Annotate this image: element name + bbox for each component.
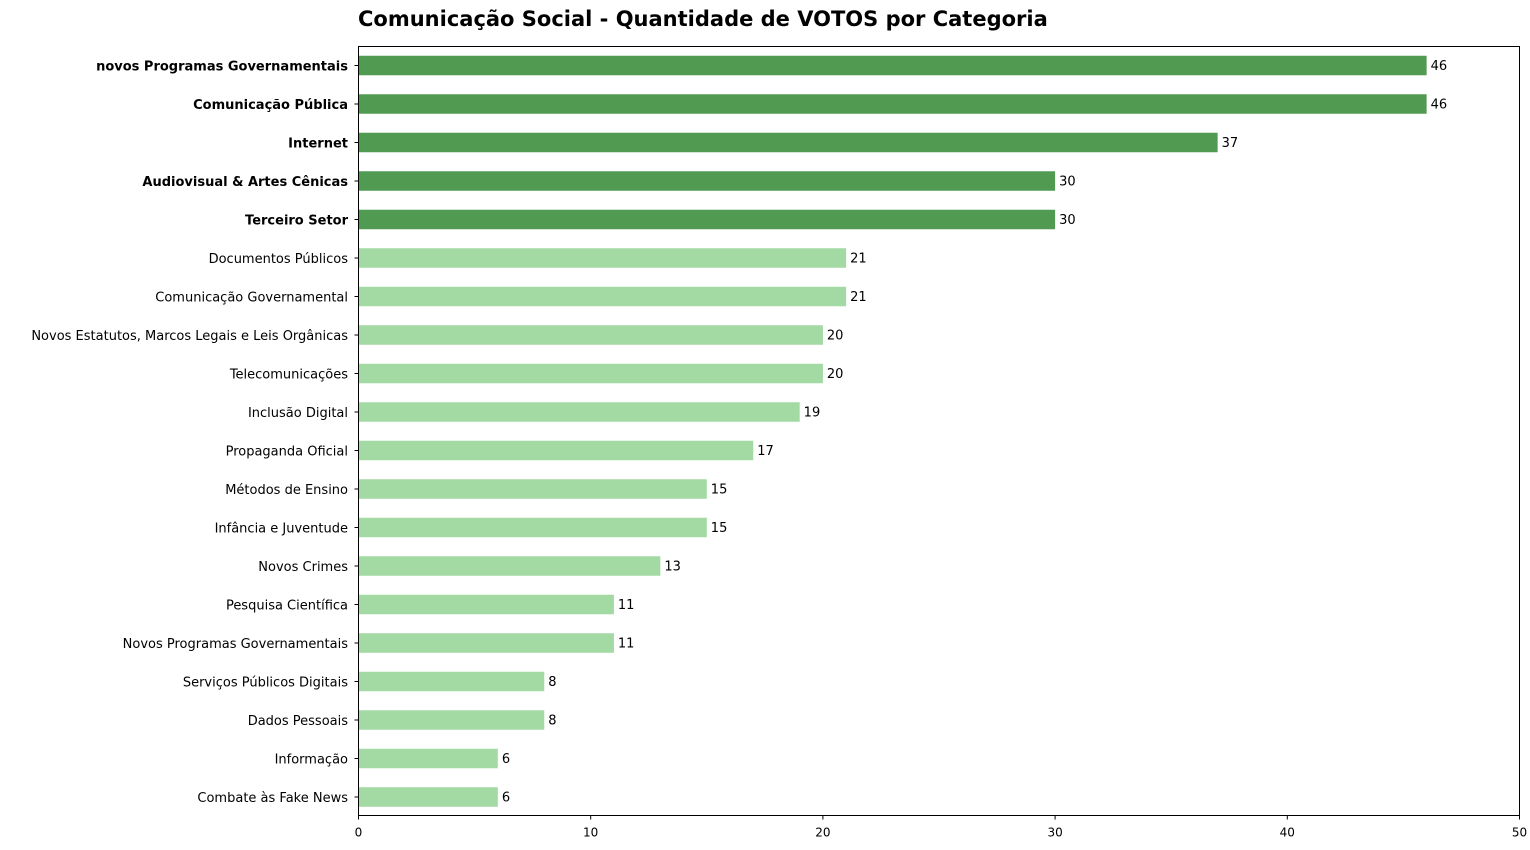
value-label: 46 xyxy=(1431,98,1448,113)
value-label: 37 xyxy=(1222,136,1239,151)
bar xyxy=(358,171,1056,191)
value-label: 20 xyxy=(827,329,844,344)
bar xyxy=(358,787,498,807)
value-label: 15 xyxy=(711,521,728,536)
bar xyxy=(358,55,1427,76)
chart-title: Comunicação Social - Quantidade de VOTOS… xyxy=(358,7,1048,31)
value-label: 30 xyxy=(1059,213,1076,228)
bar xyxy=(358,402,800,422)
value-label: 15 xyxy=(711,483,728,498)
value-label: 17 xyxy=(757,444,774,459)
category-label: Internet xyxy=(288,137,348,152)
value-label: 8 xyxy=(548,675,556,690)
bar xyxy=(358,633,614,653)
category-label: Dados Pessoais xyxy=(248,714,349,729)
bar xyxy=(358,94,1427,114)
value-label: 20 xyxy=(827,367,844,382)
value-label: 46 xyxy=(1431,59,1448,74)
value-label: 13 xyxy=(664,560,681,575)
category-label: Propaganda Oficial xyxy=(226,445,348,460)
x-tick-label: 30 xyxy=(1047,826,1062,840)
x-tick-label: 50 xyxy=(1512,826,1527,840)
value-labels: 46 46 37 30 30 21 21 20 20 19 17 15 15 13 11 11 8 8 6 6 xyxy=(502,59,1447,806)
bar xyxy=(358,363,823,384)
category-label: Pesquisa Científica xyxy=(226,599,348,614)
category-label: Documentos Públicos xyxy=(209,252,349,267)
bar xyxy=(358,209,1056,230)
bars-layer xyxy=(358,55,1427,807)
bar xyxy=(358,440,754,461)
category-label: Métodos de Ensino xyxy=(225,483,348,498)
category-label: Telecomunicações xyxy=(229,368,348,383)
bar xyxy=(358,132,1218,153)
category-label: Infância e Juventude xyxy=(215,522,348,537)
category-label: Serviços Públicos Digitais xyxy=(183,676,348,691)
value-label: 21 xyxy=(850,290,867,305)
category-label: Novos Estatutos, Marcos Legais e Leis Or… xyxy=(31,329,348,344)
bar xyxy=(358,479,707,499)
value-label: 30 xyxy=(1059,175,1076,190)
category-label: Informação xyxy=(275,753,348,768)
category-label: Comunicação Governamental xyxy=(155,291,348,306)
bar xyxy=(358,748,498,769)
category-label: Audiovisual & Artes Cênicas xyxy=(142,175,348,190)
bar xyxy=(358,594,614,615)
bar xyxy=(358,671,545,692)
value-label: 6 xyxy=(502,791,510,806)
bar xyxy=(358,556,661,576)
category-label: novos Programas Governamentais xyxy=(96,60,348,75)
bar xyxy=(358,325,823,345)
category-label: Novos Crimes xyxy=(258,560,348,575)
plot-frame xyxy=(358,46,1520,816)
value-label: 6 xyxy=(502,752,510,767)
x-tick-label: 40 xyxy=(1280,826,1295,840)
bar xyxy=(358,248,847,268)
value-label: 8 xyxy=(548,714,556,729)
x-tick-label: 20 xyxy=(815,826,830,840)
category-labels: novos Programas Governamentais Comunicaçã… xyxy=(31,60,348,807)
category-label: Combate às Fake News xyxy=(197,791,348,806)
x-tick-label: 10 xyxy=(583,826,598,840)
category-label: Terceiro Setor xyxy=(245,214,349,229)
bar xyxy=(358,517,707,538)
x-tick-label: 0 xyxy=(355,826,363,840)
bar xyxy=(358,286,847,307)
category-label: Novos Programas Governamentais xyxy=(123,637,349,652)
value-label: 11 xyxy=(618,598,635,613)
bar xyxy=(358,710,545,730)
category-label: Inclusão Digital xyxy=(248,406,348,421)
value-label: 21 xyxy=(850,252,867,267)
value-label: 19 xyxy=(804,406,821,421)
category-label: Comunicação Pública xyxy=(193,98,348,113)
x-axis: 0 10 20 30 40 50 xyxy=(354,65,1527,840)
value-label: 11 xyxy=(618,637,635,652)
